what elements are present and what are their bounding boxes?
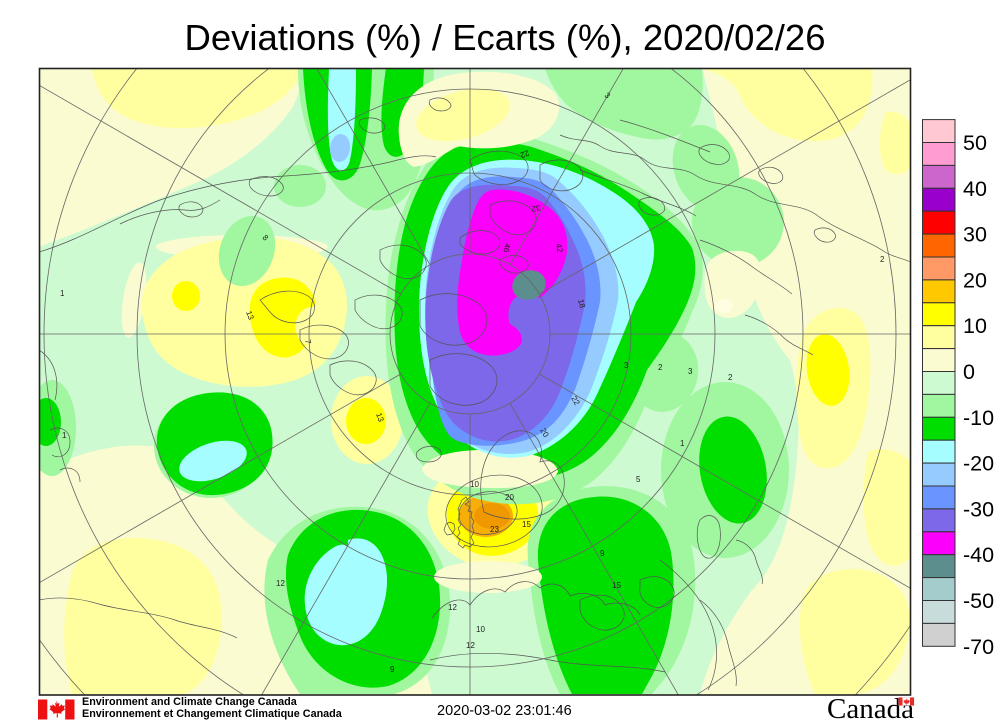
svg-text:-30: -30 (963, 497, 994, 521)
svg-text:15: 15 (612, 581, 621, 590)
svg-text:7: 7 (303, 339, 313, 345)
svg-text:30: 30 (963, 223, 987, 247)
svg-text:32: 32 (530, 203, 541, 214)
svg-text:15: 15 (522, 520, 531, 529)
svg-text:3: 3 (688, 367, 693, 376)
svg-text:1: 1 (680, 439, 685, 448)
svg-text:20: 20 (963, 268, 987, 292)
svg-text:1: 1 (60, 289, 65, 298)
svg-text:2: 2 (880, 255, 885, 264)
svg-text:10: 10 (476, 625, 485, 634)
svg-text:-20: -20 (963, 452, 994, 476)
svg-text:-40: -40 (963, 543, 994, 567)
svg-text:10: 10 (470, 480, 479, 489)
svg-text:18: 18 (576, 298, 587, 309)
svg-text:9: 9 (600, 549, 605, 558)
svg-text:46: 46 (501, 243, 512, 254)
svg-text:3: 3 (603, 91, 613, 101)
svg-text:50: 50 (963, 131, 987, 155)
svg-text:23: 23 (490, 525, 499, 534)
svg-text:0: 0 (963, 360, 975, 384)
svg-text:13: 13 (244, 310, 256, 322)
svg-text:2: 2 (658, 363, 663, 372)
svg-text:1: 1 (62, 431, 67, 440)
svg-text:13: 13 (374, 412, 386, 424)
svg-text:9: 9 (390, 665, 395, 674)
svg-text:12: 12 (448, 603, 457, 612)
svg-text:8: 8 (261, 233, 271, 243)
svg-text:-10: -10 (963, 406, 994, 430)
svg-text:3: 3 (624, 361, 629, 370)
svg-text:22: 22 (518, 148, 530, 160)
svg-text:-70: -70 (963, 635, 994, 659)
svg-text:2: 2 (728, 373, 733, 382)
svg-text:10: 10 (963, 314, 987, 338)
svg-text:5: 5 (636, 475, 641, 484)
svg-text:40: 40 (963, 177, 987, 201)
svg-text:-50: -50 (963, 589, 994, 613)
svg-text:20: 20 (505, 493, 514, 502)
svg-text:42: 42 (554, 243, 565, 254)
svg-text:12: 12 (466, 641, 475, 650)
svg-text:12: 12 (276, 579, 285, 588)
